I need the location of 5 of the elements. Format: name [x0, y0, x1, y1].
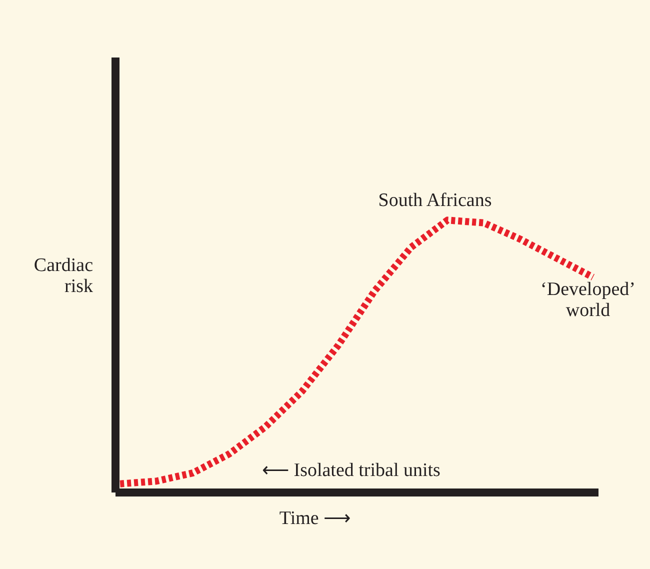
annotation: ‘Developed’ world: [540, 279, 636, 321]
text: South Africans: [378, 190, 492, 211]
annotation: ⟵ Isolated tribal units: [262, 460, 440, 481]
x-axis-title: Time ⟶: [279, 508, 351, 529]
y-axis-title: Cardiac risk: [34, 255, 94, 297]
